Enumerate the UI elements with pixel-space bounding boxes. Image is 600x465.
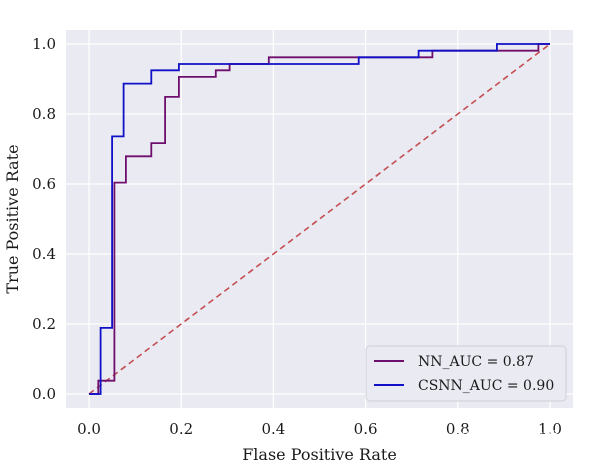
- plot-background: [66, 30, 573, 408]
- nn-roc-line: [89, 43, 550, 395]
- x-tick-label: 0.8: [446, 420, 470, 438]
- legend: NN_AUC = 0.87 CSNN_AUC = 0.90: [365, 345, 567, 402]
- watermark-text: 知乎 @不再依然: [455, 429, 557, 446]
- x-tick-label: 0.2: [169, 420, 193, 438]
- legend-box: [365, 345, 567, 402]
- x-tick-label: 1.0: [538, 420, 562, 438]
- x-tick-labels: 0.0 0.2 0.4 0.6 0.8 1.0: [77, 420, 562, 438]
- csnn-roc-line: [89, 43, 550, 395]
- y-tick-label: 1.0: [32, 35, 56, 53]
- legend-label: CSNN_AUC = 0.90: [418, 378, 554, 394]
- chance-diagonal-line: [88, 43, 551, 395]
- x-tick-label: 0.4: [261, 420, 285, 438]
- y-axis-title: True Positive Rate: [3, 144, 22, 293]
- y-tick-label: 0.2: [32, 315, 56, 333]
- legend-label: NN_AUC = 0.87: [418, 354, 534, 370]
- y-tick-label: 0.0: [32, 385, 56, 403]
- y-tick-labels: 0.0 0.2 0.4 0.6 0.8 1.0: [32, 35, 56, 403]
- y-tick-label: 0.6: [32, 175, 56, 193]
- y-tick-label: 0.8: [32, 105, 56, 123]
- x-axis-title: Flase Positive Rate: [242, 445, 397, 464]
- x-tick-label: 0.6: [354, 420, 378, 438]
- series-layer: [88, 43, 551, 395]
- x-tick-label: 0.0: [77, 420, 101, 438]
- grid-lines: [66, 30, 573, 408]
- y-tick-label: 0.4: [32, 245, 56, 263]
